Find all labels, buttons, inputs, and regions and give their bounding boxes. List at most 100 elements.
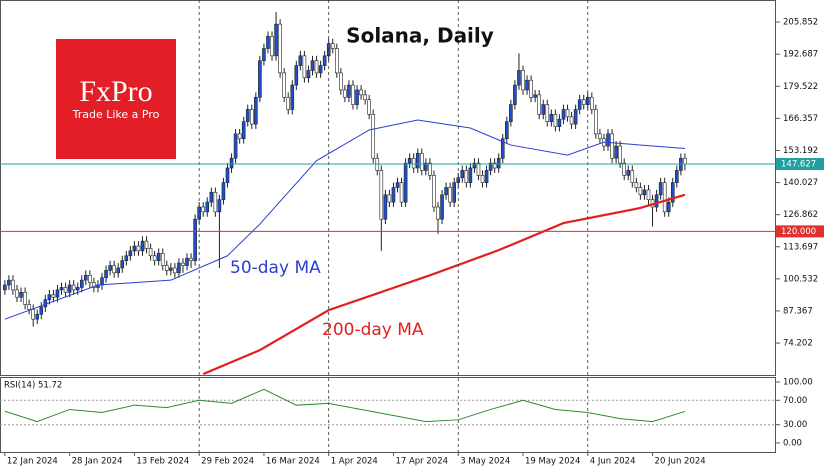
candle-body bbox=[399, 182, 404, 203]
candle-body bbox=[505, 121, 509, 140]
candle-body bbox=[189, 257, 193, 261]
candle-body bbox=[120, 260, 125, 269]
level-badge bbox=[776, 158, 824, 171]
candle-body bbox=[472, 162, 477, 169]
candle-body bbox=[104, 270, 108, 279]
candle-body bbox=[177, 262, 181, 274]
candle-body bbox=[201, 206, 206, 213]
candle-body bbox=[440, 194, 444, 220]
candle-body bbox=[610, 133, 614, 159]
candle-body bbox=[156, 253, 161, 261]
candle-body bbox=[209, 192, 214, 203]
candle-body bbox=[347, 84, 351, 98]
plot bbox=[3, 11, 687, 375]
candle-body bbox=[529, 79, 533, 98]
candle-body bbox=[254, 96, 258, 125]
y-tick-label: 100.532 bbox=[783, 274, 818, 284]
candle-body bbox=[569, 116, 574, 125]
candle-body bbox=[509, 104, 513, 122]
candle-body bbox=[136, 245, 141, 252]
candle-body bbox=[403, 162, 408, 203]
candle-body bbox=[626, 170, 631, 176]
rsi-tick-label: 70.00 bbox=[783, 396, 807, 406]
candle-body bbox=[148, 248, 153, 257]
candle-body bbox=[411, 157, 416, 169]
candle-body bbox=[654, 194, 659, 208]
candle-body bbox=[15, 289, 19, 298]
candle-body bbox=[683, 157, 687, 165]
candle-body bbox=[241, 121, 246, 140]
candle-body bbox=[367, 99, 371, 115]
candle-body bbox=[383, 194, 388, 220]
y-tick-label: 153.192 bbox=[783, 146, 818, 156]
candle-body bbox=[391, 187, 396, 203]
y-tick-label: 192.687 bbox=[783, 50, 818, 60]
candle-body bbox=[444, 187, 448, 196]
candle-body bbox=[173, 267, 177, 274]
x-tick-label: 28 Jan 2024 bbox=[72, 457, 123, 467]
candle-body bbox=[43, 299, 48, 308]
candle-body bbox=[545, 104, 550, 122]
candle-body bbox=[590, 96, 594, 110]
candle-body bbox=[622, 162, 627, 176]
candle-body bbox=[124, 255, 129, 261]
candle-body bbox=[577, 99, 582, 110]
rsi-label: RSI(14) 51.72 bbox=[4, 381, 62, 391]
candle-body bbox=[290, 84, 295, 110]
candle-body bbox=[3, 284, 7, 291]
candle-body bbox=[387, 194, 392, 203]
candle-body bbox=[541, 104, 546, 115]
candle-body bbox=[205, 201, 210, 213]
candle-body bbox=[67, 284, 72, 293]
candle-body bbox=[557, 118, 562, 127]
candle-body bbox=[646, 189, 651, 200]
candle-body bbox=[197, 206, 201, 220]
level-label: 120.000 bbox=[781, 227, 816, 237]
candle-body bbox=[407, 157, 412, 164]
candle-body bbox=[23, 292, 27, 305]
candle-body bbox=[642, 189, 647, 196]
candle-body bbox=[274, 23, 278, 57]
candle-body bbox=[343, 89, 347, 98]
candle-body bbox=[492, 162, 497, 169]
rsi-tick-label: 0.00 bbox=[783, 438, 802, 448]
ma-label: 50-day MA bbox=[230, 258, 321, 278]
candle-body bbox=[286, 96, 291, 110]
candle-body bbox=[598, 133, 602, 140]
candle-body bbox=[395, 182, 400, 188]
x-tick-label: 3 May 2024 bbox=[460, 457, 510, 467]
candle-body bbox=[476, 162, 481, 176]
candle-body bbox=[363, 94, 367, 101]
candle-body bbox=[11, 279, 15, 291]
candle-body bbox=[517, 70, 521, 86]
candle-body bbox=[480, 175, 485, 183]
candle-body bbox=[229, 157, 234, 169]
candle-body bbox=[270, 36, 274, 57]
candle-body bbox=[47, 294, 52, 300]
candle-body bbox=[428, 162, 432, 176]
candle-body bbox=[100, 277, 104, 286]
candle-body bbox=[31, 309, 35, 320]
candle-body bbox=[322, 55, 327, 66]
candle-body bbox=[662, 182, 667, 213]
level-badge bbox=[776, 225, 824, 238]
candle-body bbox=[258, 60, 262, 98]
candle-body bbox=[160, 253, 165, 266]
ma-line bbox=[4, 119, 685, 320]
candle-body bbox=[581, 99, 586, 105]
candle-body bbox=[225, 167, 230, 183]
candle-body bbox=[666, 201, 671, 213]
candle-body bbox=[634, 182, 639, 188]
candle-body bbox=[282, 72, 286, 98]
y-tick-label: 140.027 bbox=[783, 178, 818, 188]
candle-body bbox=[448, 187, 452, 203]
logo-box bbox=[56, 39, 176, 159]
rsi-panel bbox=[0, 377, 776, 453]
x-tick-label: 12 Jan 2024 bbox=[7, 457, 58, 467]
x-tick-label: 13 Feb 2024 bbox=[136, 457, 189, 467]
candle-body bbox=[152, 255, 157, 261]
candle-body bbox=[84, 274, 88, 281]
candle-body bbox=[351, 84, 355, 105]
candle-body bbox=[549, 114, 554, 122]
candle-body bbox=[379, 170, 384, 220]
